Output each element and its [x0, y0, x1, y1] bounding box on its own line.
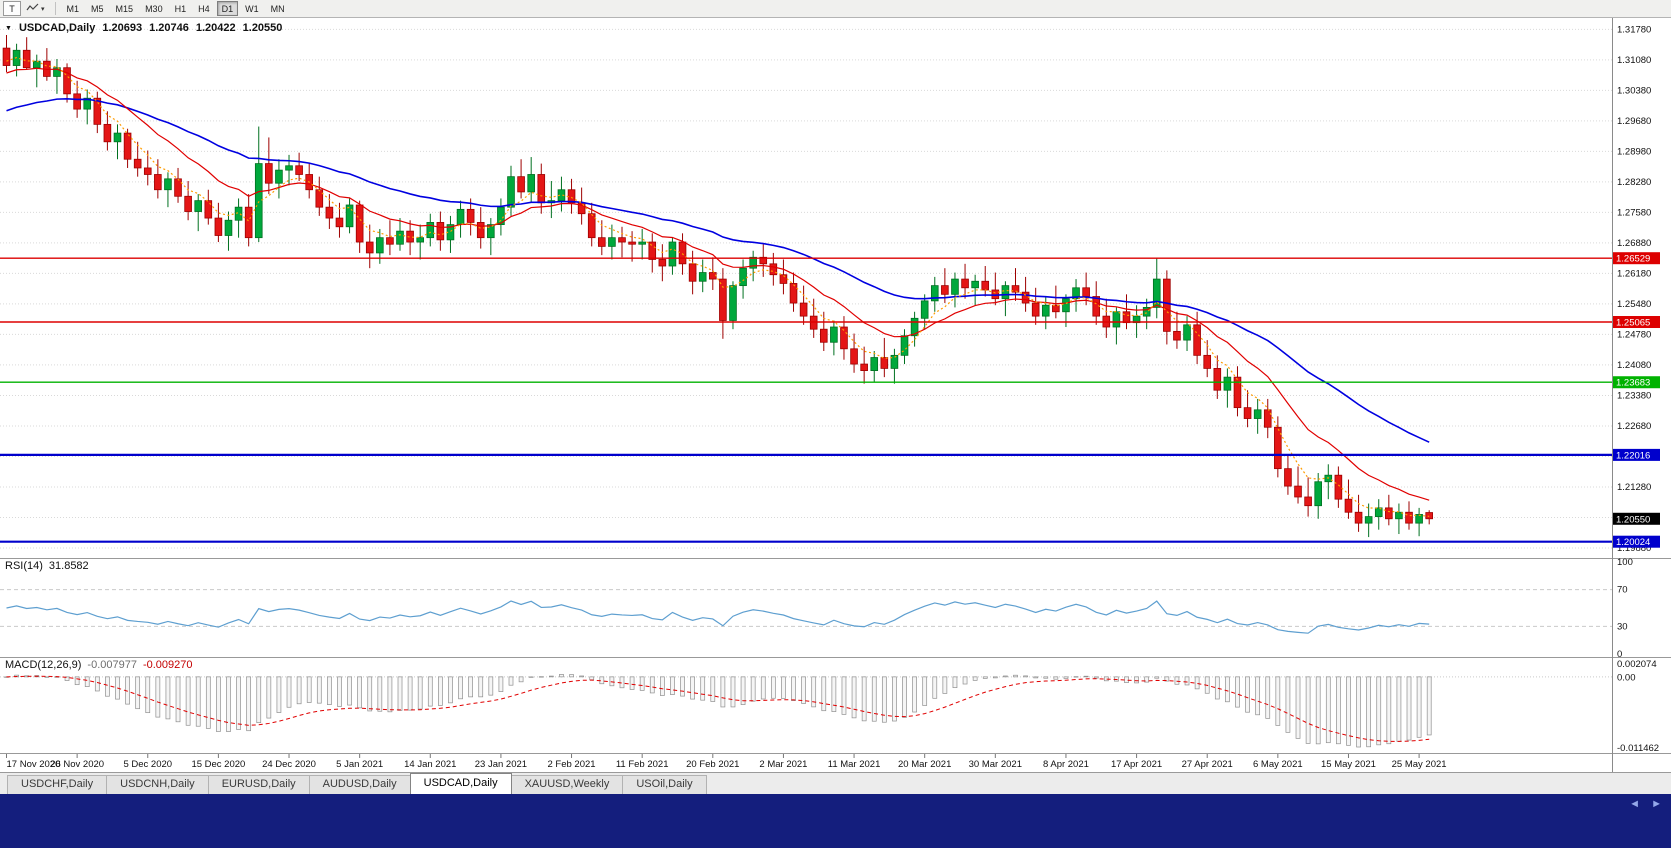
- date-label: 5 Dec 2020: [123, 759, 172, 770]
- macd-signal-line: [6, 675, 1430, 742]
- tab-usdcad-daily[interactable]: USDCAD,Daily: [409, 773, 512, 794]
- zigzag-icon: [26, 3, 39, 14]
- date-label: 8 Apr 2021: [1043, 759, 1089, 770]
- chart-canvas[interactable]: 1.31780 1.31080 1.30380 1.29680 1.28980 1.282…: [0, 18, 1671, 772]
- timeframe-d1[interactable]: D1: [216, 1, 239, 16]
- price-line-badge-label: 1.23683: [1616, 378, 1650, 389]
- price-axis-label: 1.24080: [1617, 360, 1651, 371]
- bottom-bar: ◄ ►: [0, 794, 1671, 848]
- timeframe-mn[interactable]: MN: [270, 3, 285, 14]
- price-axis-label: 1.19880: [1617, 543, 1651, 554]
- price-line-badge: [1613, 376, 1660, 389]
- timeframe-m30[interactable]: M30: [145, 3, 163, 14]
- macd-axis-label: 0.00: [1617, 672, 1636, 683]
- rsi-axis-label: 30: [1617, 621, 1628, 632]
- price-axis-label: 1.26880: [1617, 238, 1651, 249]
- date-label: 15 Dec 2020: [191, 759, 245, 770]
- price-line-badge-label: 1.22016: [1616, 450, 1650, 461]
- date-label: 2 Mar 2021: [759, 759, 807, 770]
- rsi-axis-label: 70: [1617, 585, 1628, 596]
- date-label: 25 May 2021: [1392, 759, 1447, 770]
- rsi-axis-label: 0: [1617, 649, 1622, 660]
- macd-axis-label: 0.002074: [1617, 659, 1657, 670]
- ma-blue-line: [6, 98, 1430, 443]
- date-label: 27 Apr 2021: [1182, 759, 1233, 770]
- date-label: 11 Feb 2021: [616, 759, 669, 770]
- price-axis-label: 1.21280: [1617, 482, 1651, 493]
- price-axis-label: 1.31080: [1617, 55, 1651, 66]
- price-line-badge-label: 1.20550: [1616, 514, 1650, 525]
- tab-usoil-daily[interactable]: USOil,Daily: [622, 775, 707, 794]
- date-label: 20 Feb 2021: [686, 759, 739, 770]
- macd-histogram: [4, 674, 1432, 748]
- tab-usdcnh-daily[interactable]: USDCNH,Daily: [106, 775, 209, 794]
- top-toolbar: T ▾ M1 M5 M15 M30 H1 H4 D1 W1 MN: [0, 0, 1671, 18]
- price-axis-label: 1.23380: [1617, 390, 1651, 401]
- tool-t-button[interactable]: T: [3, 1, 21, 16]
- tab-usdchf-daily[interactable]: USDCHF,Daily: [7, 775, 108, 794]
- chart-tab-bar: USDCHF,Daily USDCNH,Daily EURUSD,Daily AUDU…: [0, 772, 1671, 794]
- date-label: 11 Mar 2021: [828, 759, 881, 770]
- toolbar-separator: [54, 2, 56, 15]
- price-axis-label: 1.26180: [1617, 268, 1651, 279]
- date-label: 14 Jan 2021: [404, 759, 456, 770]
- price-axis-label: 1.25480: [1617, 299, 1651, 310]
- timeframe-m15[interactable]: M15: [115, 3, 134, 14]
- rsi-axis-label: 100: [1617, 557, 1633, 568]
- tab-eurusd-daily[interactable]: EURUSD,Daily: [207, 775, 310, 794]
- price-axis-label: 1.29680: [1617, 116, 1651, 127]
- price-line-badge: [1613, 316, 1660, 329]
- date-label: 15 May 2021: [1321, 759, 1376, 770]
- date-label: 26 Nov 2020: [50, 759, 104, 770]
- price-line-badge: [1613, 512, 1660, 525]
- chart-background: [0, 18, 1671, 772]
- price-line-badge: [1613, 535, 1660, 548]
- price-line-badge-label: 1.25065: [1616, 318, 1650, 329]
- date-label: 17 Nov 2020: [7, 759, 61, 770]
- date-label: 20 Mar 2021: [898, 759, 951, 770]
- macd-axis-label: -0.011462: [1617, 743, 1659, 754]
- scroll-right-button[interactable]: ►: [1651, 798, 1662, 810]
- price-axis-label: 1.22680: [1617, 421, 1651, 432]
- date-label: 2 Feb 2021: [548, 759, 596, 770]
- timeframe-button-group: M1 M5 M15 M30 H1 H4 D1 W1 MN: [61, 1, 291, 16]
- candles-layer: [2, 35, 1433, 538]
- ma-red-line: [6, 67, 1430, 501]
- date-label: 5 Jan 2021: [336, 759, 383, 770]
- tab-xauusd-weekly[interactable]: XAUUSD,Weekly: [510, 775, 624, 794]
- price-line-badge: [1613, 252, 1660, 265]
- timeframe-h1[interactable]: H1: [174, 3, 187, 14]
- price-axis-label: 1.24780: [1617, 329, 1651, 340]
- date-label: 23 Jan 2021: [475, 759, 527, 770]
- price-axis-label: 1.27580: [1617, 207, 1651, 218]
- price-axis-label: 1.31780: [1617, 24, 1651, 35]
- ma-orange-line: [6, 56, 1430, 517]
- tab-audusd-daily[interactable]: AUDUSD,Daily: [308, 775, 411, 794]
- timeframe-h4[interactable]: H4: [198, 3, 210, 14]
- price-axis-label: 1.28980: [1617, 146, 1651, 157]
- scroll-left-button[interactable]: ◄: [1629, 798, 1640, 810]
- date-label: 24 Dec 2020: [262, 759, 316, 770]
- rsi-line: [6, 600, 1430, 634]
- price-line-badge: [1613, 448, 1660, 461]
- date-label: 6 May 2021: [1253, 759, 1303, 770]
- price-axis-label: 1.28280: [1617, 177, 1651, 188]
- timeframe-m1[interactable]: M1: [66, 3, 80, 14]
- date-label: 30 Mar 2021: [969, 759, 1022, 770]
- timeframe-w1[interactable]: W1: [245, 3, 259, 14]
- price-axis-label: 1.30380: [1617, 85, 1651, 96]
- price-line-badge-label: 1.20024: [1616, 537, 1650, 548]
- price-line-badge-label: 1.26529: [1616, 254, 1650, 265]
- timeframe-m5[interactable]: M5: [91, 3, 104, 14]
- dropdown-caret-icon: ▾: [41, 5, 45, 13]
- date-label: 17 Apr 2021: [1111, 759, 1162, 770]
- tool-t-label: T: [9, 3, 15, 14]
- chart-style-dropdown[interactable]: ▾: [21, 1, 50, 16]
